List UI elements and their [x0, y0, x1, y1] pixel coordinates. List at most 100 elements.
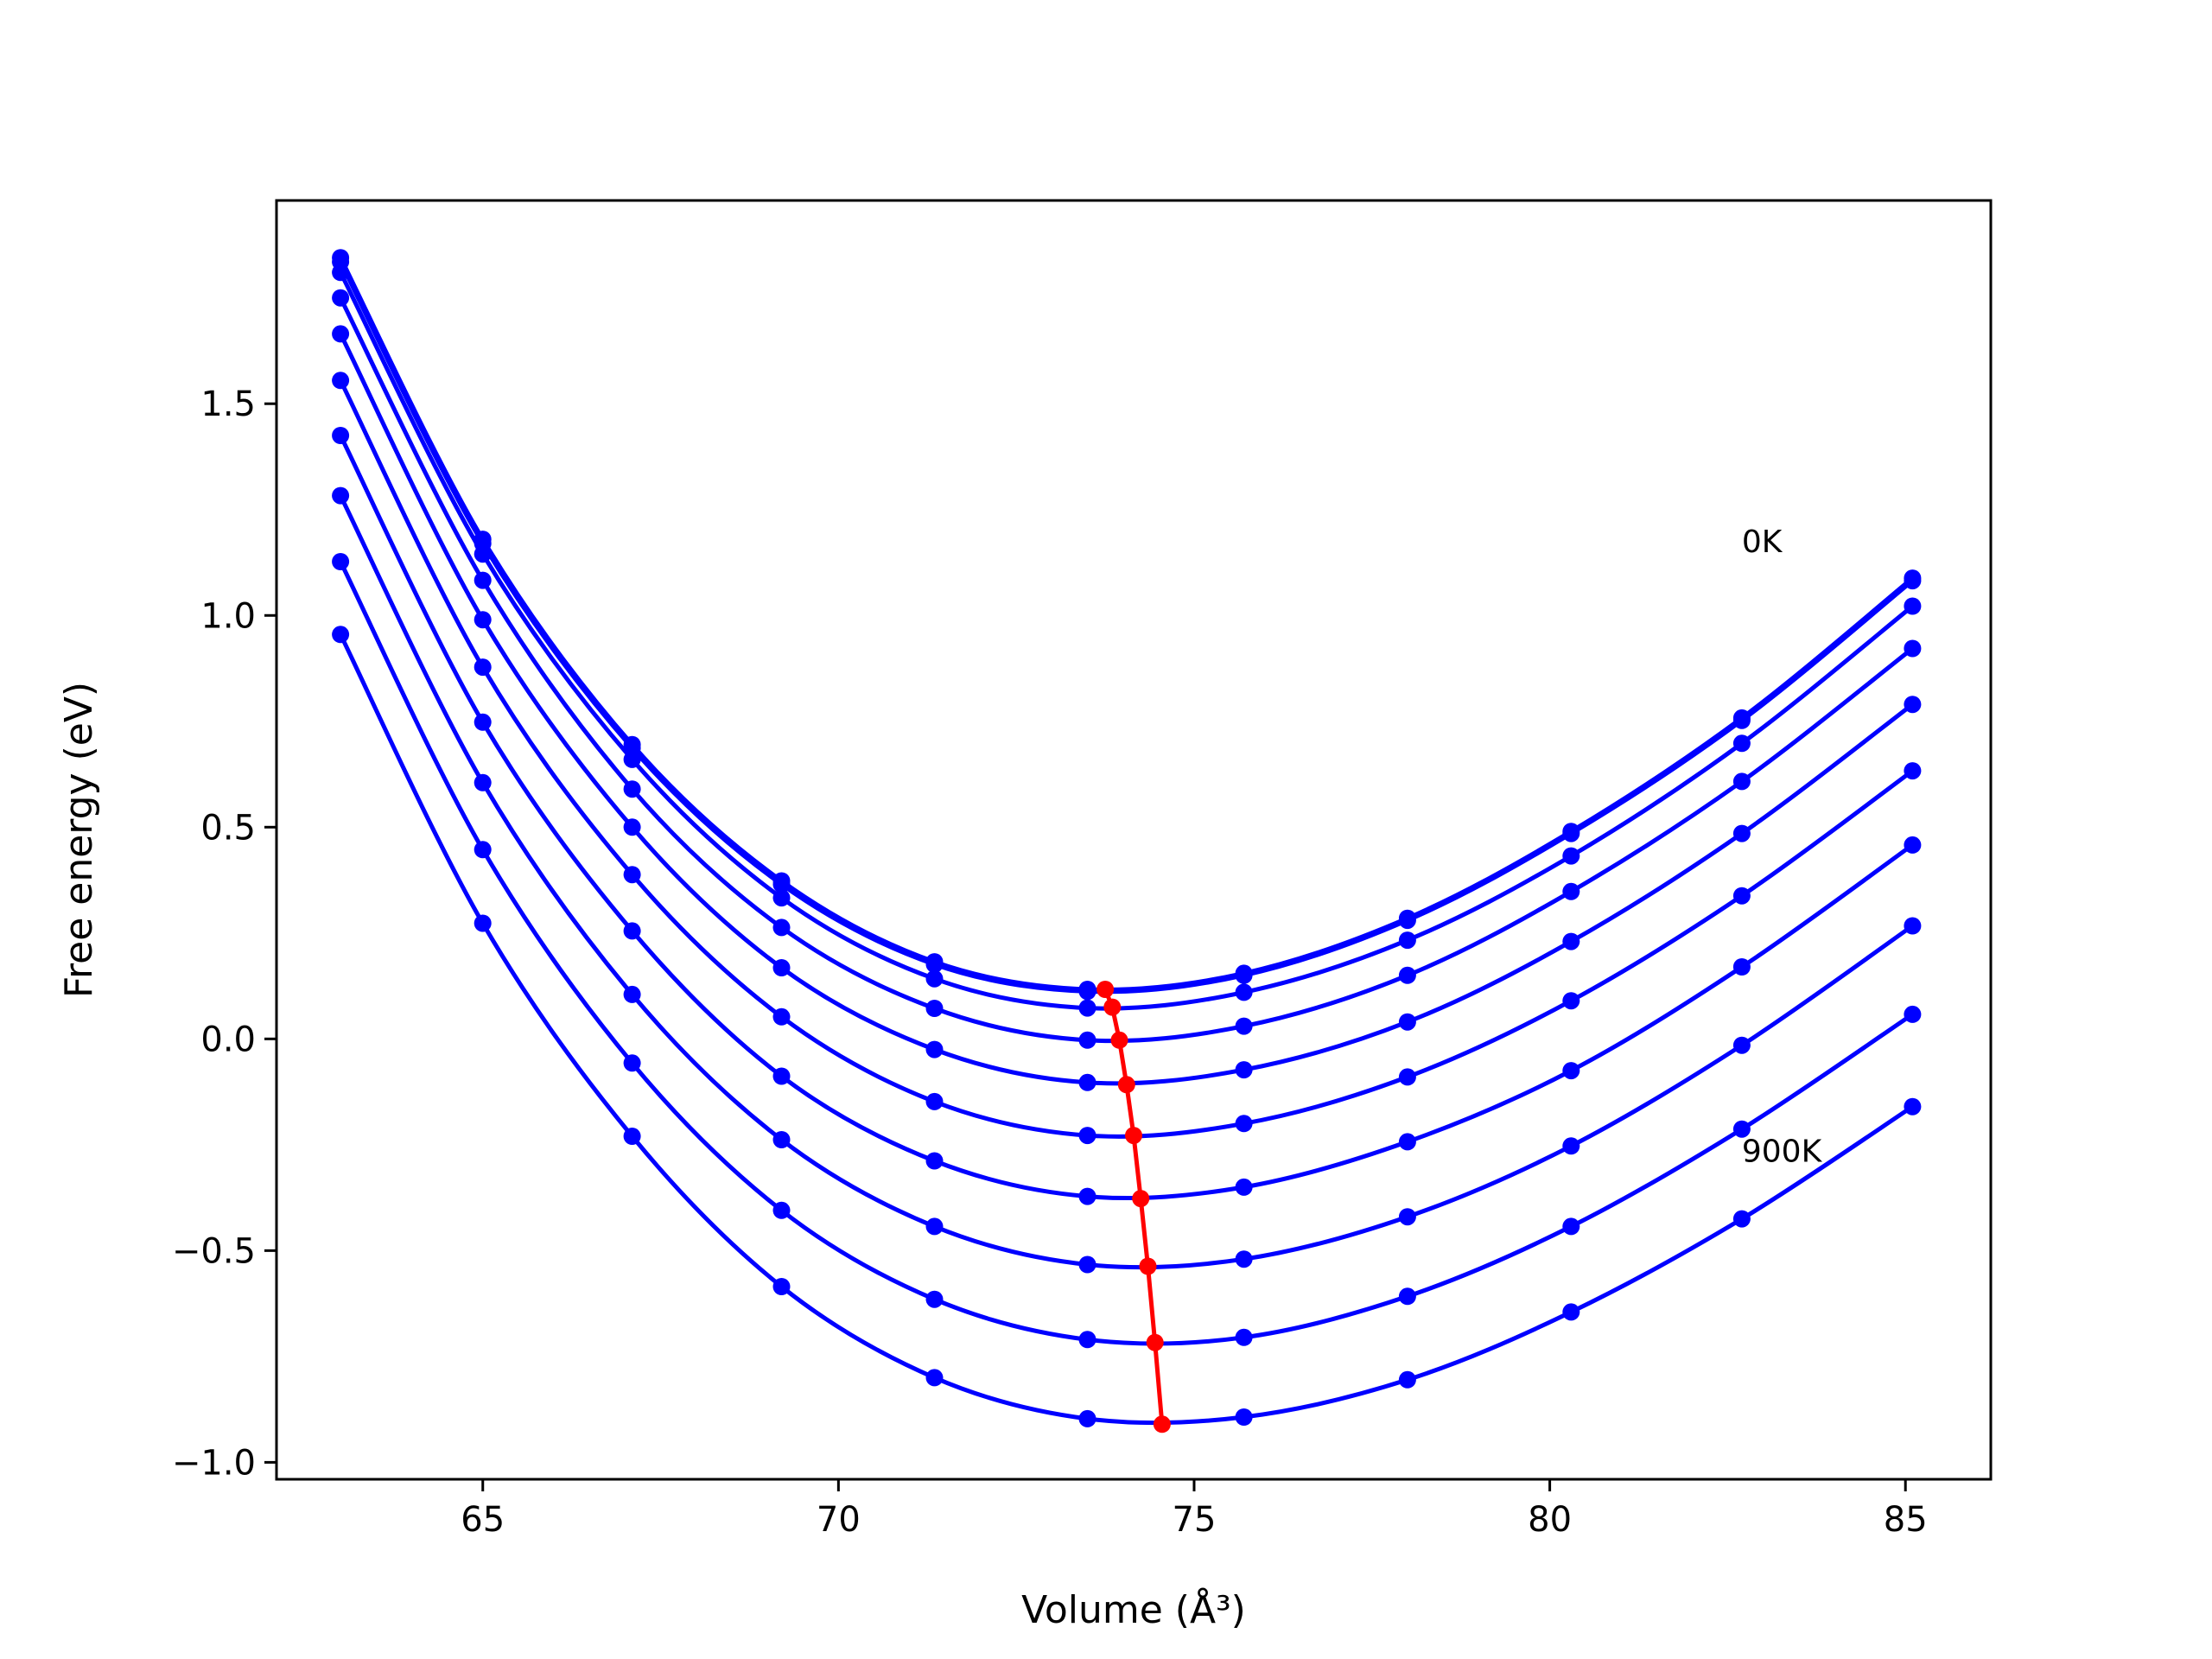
data-point-6-6 [1235, 1178, 1253, 1196]
data-point-3-4 [925, 1000, 944, 1017]
data-point-2-5 [1078, 999, 1096, 1017]
y-tick-label: 1.5 [200, 385, 256, 424]
y-axis-title: Free energy (eV) [57, 682, 101, 998]
energy-curves [332, 249, 1922, 1427]
data-point-6-1 [474, 713, 492, 731]
data-point-7-10 [1904, 917, 1922, 935]
minimum-point-1 [1103, 998, 1122, 1016]
data-point-1-9 [1732, 711, 1751, 729]
data-point-4-4 [925, 1040, 944, 1058]
data-point-5-3 [772, 1007, 791, 1026]
series-line-7 [338, 494, 1914, 1270]
data-point-2-8 [1562, 847, 1580, 865]
annotation-0: 0K [1742, 524, 1783, 560]
series-line-2 [338, 271, 1914, 1011]
data-point-9-7 [1398, 1370, 1416, 1389]
data-point-7-3 [772, 1131, 791, 1148]
x-tick-label: 70 [817, 1500, 861, 1540]
series-line-5 [338, 379, 1914, 1139]
data-point-6-7 [1398, 1133, 1416, 1151]
data-point-5-10 [1904, 762, 1922, 780]
data-point-4-1 [474, 611, 492, 629]
data-point-1-7 [1398, 912, 1416, 930]
data-point-4-3 [772, 959, 791, 976]
data-point-1-6 [1235, 966, 1253, 984]
data-point-4-5 [1078, 1073, 1096, 1091]
x-tick-label: 75 [1173, 1500, 1217, 1540]
data-point-4-8 [1562, 932, 1580, 950]
data-point-1-10 [1904, 572, 1922, 590]
data-point-5-0 [332, 372, 350, 390]
minimum-point-7 [1146, 1333, 1164, 1351]
data-point-5-7 [1398, 1068, 1416, 1086]
data-point-7-4 [925, 1217, 944, 1236]
data-point-4-2 [623, 818, 641, 836]
data-point-2-3 [772, 889, 791, 907]
series-line-4 [338, 333, 1914, 1086]
data-point-8-6 [1235, 1328, 1253, 1346]
data-point-3-1 [474, 571, 492, 589]
data-point-8-9 [1732, 1120, 1751, 1138]
data-point-2-9 [1732, 734, 1751, 753]
data-point-3-0 [332, 289, 350, 307]
series-line-3 [338, 296, 1914, 1044]
data-point-3-10 [1904, 639, 1922, 658]
data-point-5-6 [1235, 1115, 1253, 1133]
x-axis-ticks: 65 70 75 80 85 [461, 1479, 1928, 1540]
data-point-3-2 [623, 780, 641, 798]
data-point-8-10 [1904, 1005, 1922, 1023]
data-point-5-5 [1078, 1127, 1096, 1145]
minimum-point-5 [1132, 1190, 1150, 1208]
data-point-5-9 [1732, 887, 1751, 905]
data-point-9-4 [925, 1369, 944, 1387]
data-point-3-6 [1235, 1017, 1253, 1035]
minimum-point-3 [1117, 1076, 1135, 1094]
data-point-8-5 [1078, 1331, 1096, 1349]
data-point-4-9 [1732, 824, 1751, 842]
data-point-2-6 [1235, 983, 1253, 1001]
data-point-2-4 [925, 969, 944, 988]
minimum-point-0 [1096, 981, 1115, 998]
data-point-9-5 [1078, 1409, 1096, 1427]
series-line-1 [338, 260, 1914, 995]
data-point-4-0 [332, 325, 350, 343]
data-point-6-8 [1562, 1062, 1580, 1080]
data-point-1-3 [772, 875, 791, 893]
data-point-9-2 [623, 1128, 641, 1145]
x-axis-title: Volume (Å³) [1021, 1586, 1246, 1632]
data-point-8-1 [474, 841, 492, 859]
data-point-8-8 [1562, 1217, 1580, 1236]
data-point-8-2 [623, 1054, 641, 1072]
minimum-line [1096, 981, 1171, 1433]
data-point-2-2 [623, 750, 641, 768]
data-point-7-7 [1398, 1208, 1416, 1226]
data-point-9-1 [474, 914, 492, 932]
axes-frame [275, 199, 1993, 1481]
y-axis-ticks: −1.0 −0.5 0.0 0.5 1.0 1.5 [172, 385, 276, 1483]
data-point-3-9 [1732, 772, 1751, 791]
data-point-3-3 [772, 918, 791, 937]
data-point-2-7 [1398, 931, 1416, 950]
data-point-4-7 [1398, 1013, 1416, 1031]
data-point-3-7 [1398, 966, 1416, 984]
data-point-6-4 [925, 1152, 944, 1170]
annotation-1: 900K [1742, 1134, 1823, 1169]
data-point-2-0 [332, 264, 350, 282]
data-point-2-10 [1904, 597, 1922, 615]
data-point-3-8 [1562, 882, 1580, 900]
data-point-8-7 [1398, 1287, 1416, 1306]
minimum-point-8 [1153, 1415, 1171, 1433]
y-tick-label: −0.5 [172, 1231, 256, 1271]
curve-annotations: 0K 900K [1742, 524, 1823, 1170]
data-point-7-1 [474, 773, 492, 791]
data-point-4-10 [1904, 696, 1922, 714]
minimum-point-2 [1110, 1031, 1128, 1049]
series-line-9 [338, 633, 1914, 1426]
x-tick-label: 65 [461, 1500, 505, 1540]
y-tick-label: 0.5 [200, 808, 256, 848]
minimum-point-6 [1139, 1257, 1157, 1275]
data-point-7-2 [623, 985, 641, 1003]
data-point-1-5 [1078, 982, 1096, 1001]
data-point-7-6 [1235, 1250, 1253, 1268]
data-point-5-4 [925, 1092, 944, 1110]
